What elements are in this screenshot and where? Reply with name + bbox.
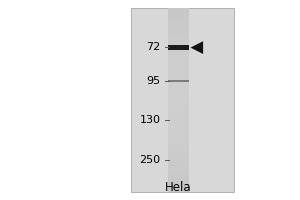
Bar bbox=[168, 26, 189, 29]
Bar bbox=[168, 180, 189, 183]
Bar bbox=[168, 39, 189, 42]
Bar bbox=[168, 33, 189, 36]
Bar bbox=[168, 128, 189, 131]
Bar bbox=[168, 146, 189, 149]
Bar bbox=[168, 80, 189, 82]
Bar bbox=[168, 171, 189, 174]
Bar bbox=[168, 45, 189, 50]
Bar bbox=[168, 118, 189, 121]
Bar bbox=[168, 48, 189, 51]
Bar bbox=[168, 121, 189, 125]
Bar bbox=[168, 51, 189, 54]
Bar bbox=[168, 14, 189, 17]
Bar bbox=[168, 88, 189, 91]
Bar bbox=[168, 60, 189, 63]
Bar bbox=[168, 45, 189, 48]
Bar bbox=[168, 158, 189, 161]
Bar bbox=[168, 23, 189, 26]
Bar bbox=[168, 125, 189, 128]
Bar bbox=[168, 85, 189, 88]
Bar bbox=[168, 79, 189, 82]
Bar bbox=[168, 137, 189, 140]
Bar bbox=[168, 174, 189, 177]
Bar bbox=[168, 152, 189, 155]
Bar bbox=[130, 8, 234, 192]
Bar bbox=[168, 36, 189, 39]
Bar bbox=[168, 100, 189, 103]
Bar bbox=[168, 112, 189, 115]
Text: 250: 250 bbox=[140, 155, 160, 165]
Bar bbox=[168, 186, 189, 189]
Bar bbox=[168, 8, 189, 11]
Bar bbox=[168, 91, 189, 94]
Text: 130: 130 bbox=[140, 115, 160, 125]
Text: Hela: Hela bbox=[165, 181, 192, 194]
Bar bbox=[168, 97, 189, 100]
Bar bbox=[168, 42, 189, 45]
Bar bbox=[168, 134, 189, 137]
Bar bbox=[168, 149, 189, 152]
Bar bbox=[168, 54, 189, 57]
Bar bbox=[168, 115, 189, 118]
Bar bbox=[168, 103, 189, 106]
Bar bbox=[168, 66, 189, 69]
Bar bbox=[168, 69, 189, 72]
Bar bbox=[168, 189, 189, 192]
Bar bbox=[168, 164, 189, 167]
Bar bbox=[168, 57, 189, 60]
Text: 72: 72 bbox=[146, 42, 160, 52]
Bar bbox=[168, 161, 189, 164]
Bar bbox=[168, 140, 189, 143]
Bar bbox=[168, 155, 189, 158]
Bar bbox=[168, 177, 189, 180]
Bar bbox=[168, 63, 189, 66]
Bar bbox=[168, 17, 189, 20]
Bar bbox=[168, 72, 189, 75]
Bar bbox=[168, 106, 189, 109]
Bar bbox=[168, 143, 189, 146]
Bar bbox=[168, 167, 189, 171]
Bar bbox=[168, 183, 189, 186]
Polygon shape bbox=[190, 41, 203, 54]
Bar bbox=[168, 94, 189, 97]
Bar bbox=[168, 11, 189, 14]
Bar bbox=[168, 75, 189, 79]
Bar bbox=[168, 82, 189, 85]
Bar bbox=[168, 20, 189, 23]
Text: 95: 95 bbox=[146, 76, 161, 86]
Bar bbox=[168, 131, 189, 134]
Bar bbox=[168, 109, 189, 112]
Bar bbox=[168, 29, 189, 33]
